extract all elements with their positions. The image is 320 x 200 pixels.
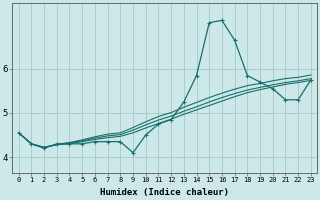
X-axis label: Humidex (Indice chaleur): Humidex (Indice chaleur) xyxy=(100,188,229,197)
